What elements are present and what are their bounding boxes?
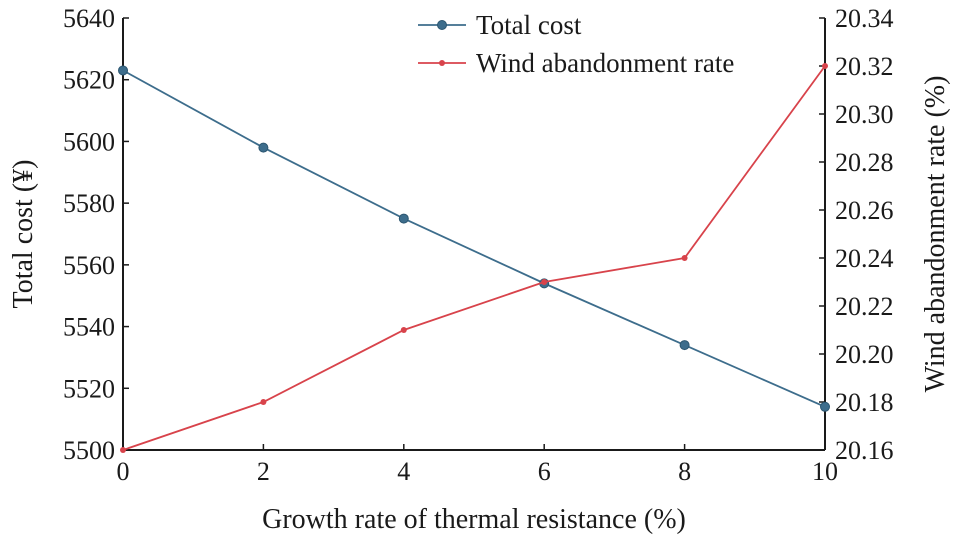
x-tick-label: 10 [812,457,838,486]
legend-marker-1 [437,20,447,30]
x-tick-label: 4 [397,457,410,486]
left-y-tick-label: 5520 [63,374,115,403]
left-y-tick-label: 5580 [63,189,115,218]
left-y-tick-label: 5620 [63,66,115,95]
series-2-point [260,399,267,405]
right-y-tick-label: 20.24 [835,244,894,273]
x-tick-label: 2 [257,457,270,486]
left-y-tick-label: 5540 [63,313,115,342]
right-y-tick-label: 20.16 [835,436,894,465]
legend-label-1: Total cost [476,10,582,40]
series-2-point [400,327,407,333]
series-2-point [541,279,548,285]
series-1-point [258,142,269,153]
series-2-point [681,255,688,261]
series-1-point [398,213,409,224]
series-1-point [820,401,830,412]
right-y-tick-label: 20.26 [835,196,894,225]
series-1-point [679,340,690,351]
right-y-tick-label: 20.32 [835,52,894,81]
right-y-axis-title: Wind abandonment rate (%) [920,76,951,393]
left-y-tick-label: 5640 [63,4,115,33]
legend-marker-2 [439,60,445,66]
left-y-axis-title: Total cost (¥) [8,160,39,309]
left-y-tick-label: 5560 [63,251,115,280]
x-tick-label: 8 [678,457,691,486]
right-y-tick-label: 20.28 [835,148,894,177]
right-y-tick-label: 20.22 [835,292,894,321]
legend: Total cost Wind abandonment rate [418,10,734,78]
left-y-tick-label: 5500 [63,436,115,465]
series-2-point [120,447,126,453]
axes [122,18,826,451]
legend-label-2: Wind abandonment rate [476,48,734,78]
left-y-tick-label: 5600 [63,127,115,156]
right-y-tick-label: 20.30 [835,100,894,129]
right-y-tick-label: 20.18 [835,388,894,417]
right-y-tick-label: 20.20 [835,340,894,369]
series-2-point [822,63,828,69]
x-axis-title: Growth rate of thermal resistance (%) [262,504,686,535]
series-1-point [118,65,128,76]
series-line-2 [122,65,826,451]
right-y-tick-label: 20.34 [835,4,894,33]
x-tick-label: 0 [117,457,130,486]
ticks: 0 2 4 6 8 10 5500 5520 5540 5560 5580 5600 5620 5640 2… [63,4,894,486]
x-tick-label: 6 [538,457,551,486]
series-layer [118,63,830,453]
series-line-1 [122,69,826,408]
